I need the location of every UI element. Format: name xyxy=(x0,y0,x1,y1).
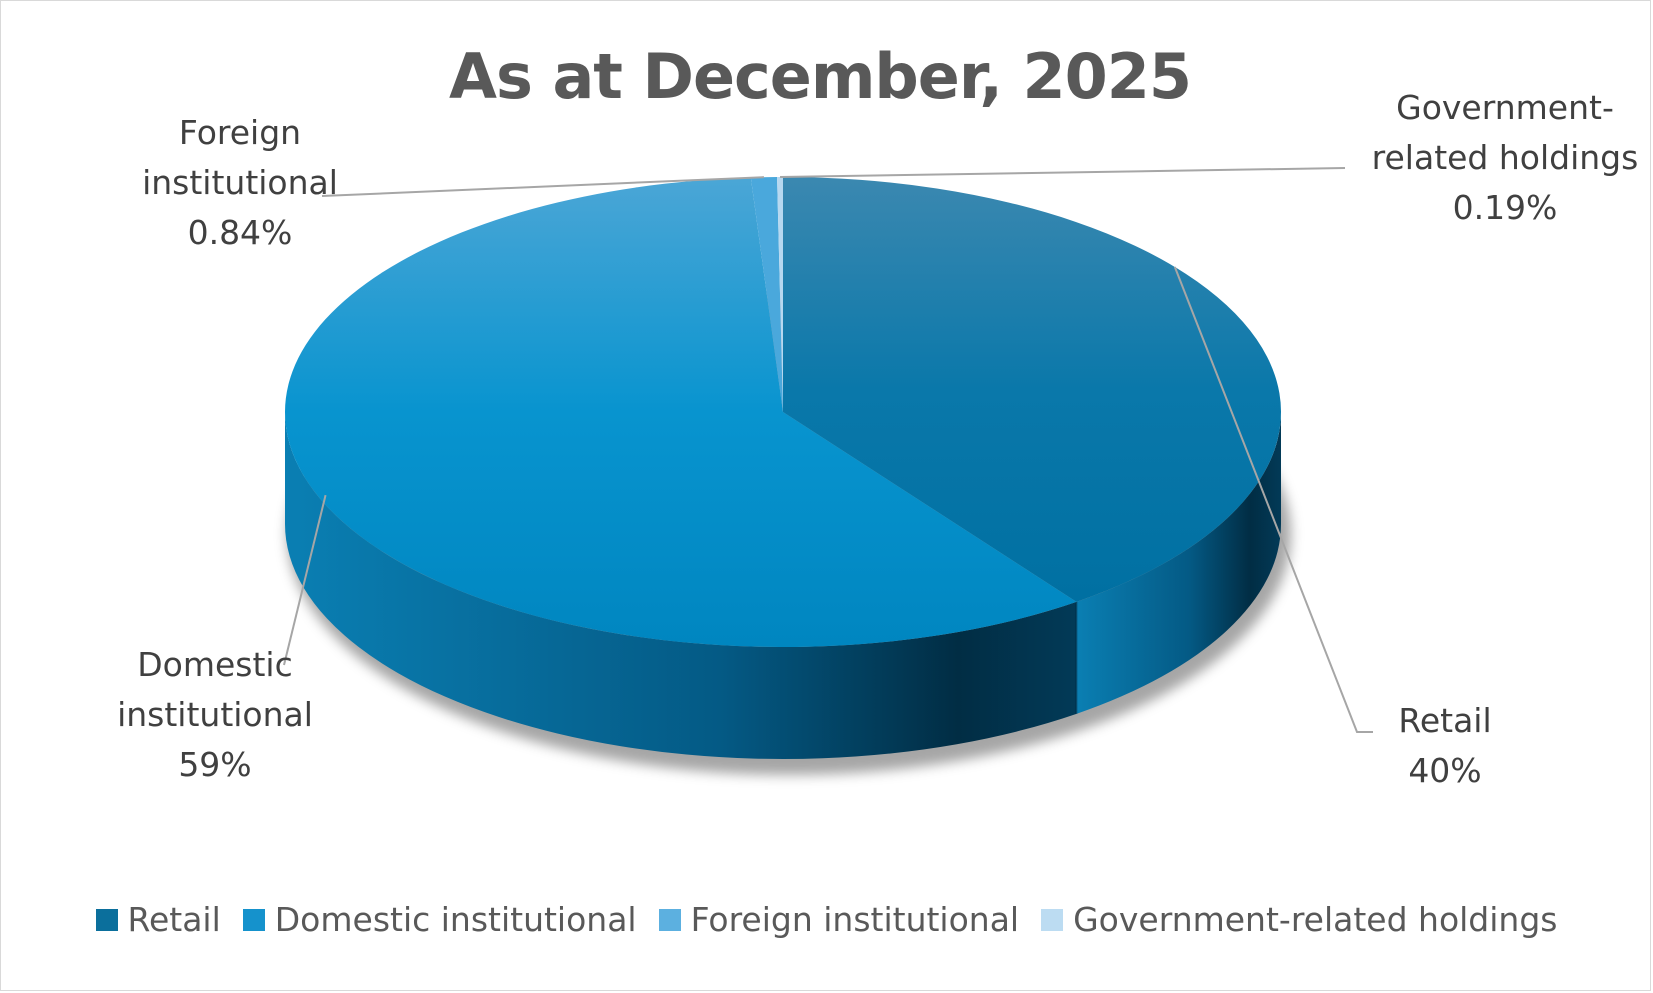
pie-side-domestic-institutional xyxy=(285,412,1077,759)
pie-slice-domestic-institutional xyxy=(284,177,1077,647)
legend-label-foreign-institutional: Foreign institutional xyxy=(690,900,1020,939)
pie-slice-retail xyxy=(783,177,1281,602)
chart-title: As at December, 2025 xyxy=(448,40,1192,113)
legend-item-domestic-institutional: Domestic institutional xyxy=(242,900,637,939)
legend-label-domestic-institutional: Domestic institutional xyxy=(274,900,637,939)
legend-swatch-government-related-holdings xyxy=(1041,908,1064,931)
legend-item-retail: Retail xyxy=(95,900,221,939)
legend-label-government-related-holdings: Government-related holdings xyxy=(1073,900,1558,939)
leader-line-domestic-institutional xyxy=(283,494,327,666)
data-label-foreign-institutional: Foreign institutional 0.84% xyxy=(142,113,338,252)
pie-side-retail xyxy=(1076,412,1281,714)
legend-item-foreign-institutional: Foreign institutional xyxy=(658,900,1020,939)
legend: Retail Domestic institutional Foreign in… xyxy=(0,900,1653,939)
legend-swatch-retail xyxy=(95,908,118,931)
pie-slice-foreign-institutional xyxy=(750,177,783,412)
leader-line-retail xyxy=(1173,266,1373,733)
legend-swatch-domestic-institutional xyxy=(242,908,265,931)
leader-line-government-related-holdings xyxy=(780,167,1346,179)
legend-swatch-foreign-institutional xyxy=(658,908,681,931)
pie-slice-government-related-holdings xyxy=(777,177,783,412)
leader-line-foreign-institutional xyxy=(321,176,764,197)
data-label-retail: Retail 40% xyxy=(1398,701,1492,790)
legend-label-retail: Retail xyxy=(127,900,221,939)
legend-item-government-related-holdings: Government-related holdings xyxy=(1041,900,1557,939)
data-label-domestic-institutional: Domestic institutional 59% xyxy=(117,645,313,784)
data-label-government-related-holdings: Government- related holdings 0.19% xyxy=(1371,88,1639,227)
